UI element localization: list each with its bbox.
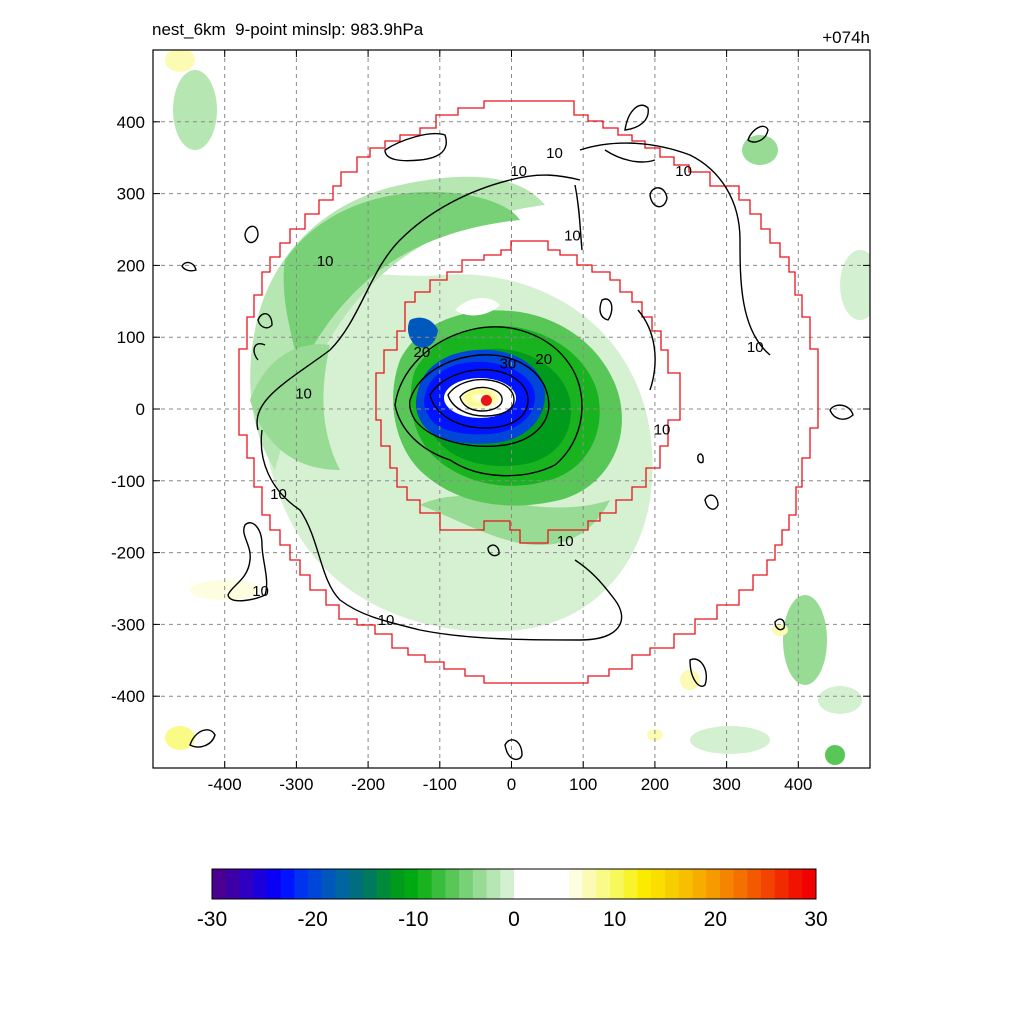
colorbar-tick-label: 10 <box>603 908 626 931</box>
y-tick-label: 300 <box>117 185 145 204</box>
colorbar-swatch <box>527 869 542 899</box>
y-tick-label: 100 <box>117 328 145 347</box>
x-tick-label: -400 <box>208 775 242 794</box>
outer-domain-boundary <box>238 100 819 684</box>
y-axis: 400 300 200 100 0 -100 -200 -300 -400 <box>111 113 870 706</box>
colorbar-swatch <box>417 869 433 899</box>
colorbar-swatch <box>706 869 721 899</box>
x-tick-label: 0 <box>507 775 516 794</box>
x-tick-label: 400 <box>784 775 812 794</box>
colorbar-swatch <box>390 869 405 899</box>
y-tick-label: 400 <box>117 113 145 132</box>
colorbar-swatch <box>500 869 515 899</box>
colorbar-swatch <box>212 869 227 899</box>
colorbar-swatch <box>665 869 680 899</box>
colorbar-swatch <box>294 869 309 899</box>
colorbar-swatch <box>733 869 748 899</box>
contour-label: 30 <box>500 355 517 372</box>
colorbar-swatch <box>280 869 295 899</box>
contour-labels: 10 10 10 10 10 10 10 10 10 10 10 10 20 20 30 <box>252 145 764 629</box>
contour-label: 10 <box>546 145 563 162</box>
contour-label: 20 <box>535 351 552 368</box>
y-tick-label: 200 <box>117 256 145 275</box>
colorbar-swatch <box>623 869 639 899</box>
colorbar-swatch <box>472 869 488 899</box>
contour-label: 10 <box>270 486 287 503</box>
inner-domain-boundary <box>375 240 681 544</box>
colorbar-swatch <box>266 869 282 899</box>
x-tick-label: -100 <box>423 775 457 794</box>
colorbar <box>211 868 817 900</box>
contour-label: 10 <box>378 612 395 629</box>
colorbar-tick-label: 30 <box>804 908 827 931</box>
colorbar-frame <box>211 868 817 900</box>
colorbar-tick-label: -20 <box>297 908 327 931</box>
y-tick-label: -300 <box>111 615 145 634</box>
forecast-hour-label: +074h <box>822 28 870 47</box>
shaded-field <box>165 50 870 765</box>
colorbar-swatch <box>376 869 391 899</box>
colorbar-swatch <box>321 869 337 899</box>
contour-label: 10 <box>675 163 692 180</box>
colorbar-swatch <box>719 869 735 899</box>
colorbar-swatch <box>582 869 597 899</box>
colorbar-swatch <box>335 869 350 899</box>
y-tick-label: -200 <box>111 544 145 563</box>
colorbar-swatch <box>514 869 529 899</box>
colorbar-swatch <box>363 869 378 899</box>
colorbar-swatch <box>239 869 254 899</box>
domain-outlines <box>238 100 819 684</box>
colorbar-swatch <box>486 869 501 899</box>
colorbar-swatch <box>308 869 323 899</box>
storm-center-marker <box>480 394 492 406</box>
x-tick-label: -200 <box>351 775 385 794</box>
x-tick-label: -300 <box>279 775 313 794</box>
colorbar-swatch <box>802 869 817 899</box>
x-tick-label: 200 <box>641 775 669 794</box>
chart-title: nest_6km 9-point minslp: 983.9hPa <box>152 20 424 39</box>
colorbar-swatch <box>445 869 460 899</box>
x-tick-label: 100 <box>569 775 597 794</box>
contour-label: 10 <box>295 386 312 403</box>
colorbar-swatch <box>404 869 419 899</box>
y-tick-label: 0 <box>136 400 145 419</box>
colorbar-swatch <box>747 869 762 899</box>
colorbar-tick-label: 20 <box>704 908 727 931</box>
colorbar-swatch <box>678 869 693 899</box>
contour-label: 10 <box>510 163 527 180</box>
colorbar-swatch <box>541 869 556 899</box>
colorbar-swatch <box>459 869 474 899</box>
colorbar-swatch <box>431 869 446 899</box>
contour-label: 10 <box>564 228 581 245</box>
colorbar-swatch <box>692 869 707 899</box>
colorbar-tick-label: 0 <box>508 908 520 931</box>
colorbar-swatch <box>225 869 240 899</box>
colorbar-swatch <box>761 869 776 899</box>
contour-label: 10 <box>317 253 334 270</box>
contour-label: 10 <box>252 583 269 600</box>
colorbar-swatch <box>610 869 625 899</box>
colorbar-tick-label: -10 <box>398 908 428 931</box>
contour-label: 10 <box>747 339 764 356</box>
colorbar-swatch <box>788 869 803 899</box>
colorbar-swatch <box>568 869 584 899</box>
x-tick-label: 300 <box>712 775 740 794</box>
colorbar-swatch <box>555 869 570 899</box>
contour-lines <box>181 104 854 761</box>
colorbar-swatch <box>253 869 268 899</box>
colorbar-tick-label: -30 <box>197 908 227 931</box>
x-axis: -400 -300 -200 -100 0 100 200 300 400 <box>208 50 812 794</box>
colorbar-swatch <box>349 869 364 899</box>
y-tick-label: -100 <box>111 472 145 491</box>
colorbar-swatch <box>596 869 611 899</box>
colorbar-swatch <box>774 869 790 899</box>
y-tick-label: -400 <box>111 687 145 706</box>
contour-label: 10 <box>557 533 574 550</box>
colorbar-swatch <box>637 869 652 899</box>
contour-label: 20 <box>414 344 431 361</box>
colorbar-swatch <box>651 869 666 899</box>
contour-label: 10 <box>654 422 671 439</box>
colorbar-tick-labels: -30 -20 -10 0 10 20 30 <box>197 908 828 931</box>
